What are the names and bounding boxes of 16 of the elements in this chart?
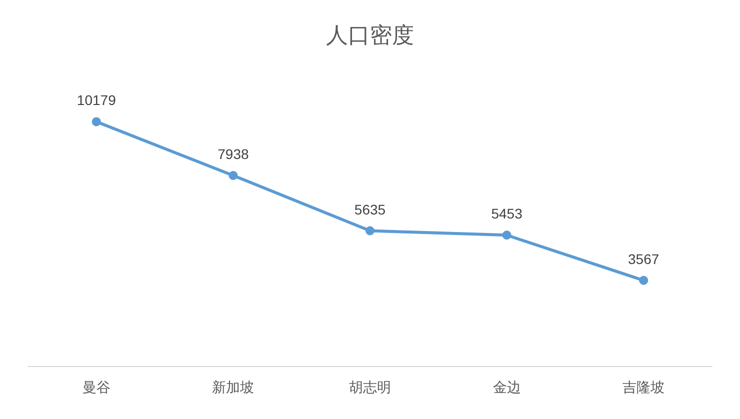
x-tick-label: 胡志明 [349,379,391,395]
x-tick-label: 吉隆坡 [622,379,665,395]
point [228,170,238,180]
point [639,276,648,285]
data-label: 7938 [218,146,249,162]
point [366,226,374,236]
x-tick-label: 新加坡 [212,379,254,395]
x-tick-label: 金边 [492,379,521,395]
chart-title: 人口密度 [326,24,414,48]
point [502,230,512,240]
data-label: 3567 [628,250,660,267]
data-label: 5453 [491,206,523,222]
data-label: 5635 [354,201,386,218]
x-tick-label: 曼谷 [82,379,110,395]
point [92,117,101,126]
data-label: 10179 [76,92,116,108]
